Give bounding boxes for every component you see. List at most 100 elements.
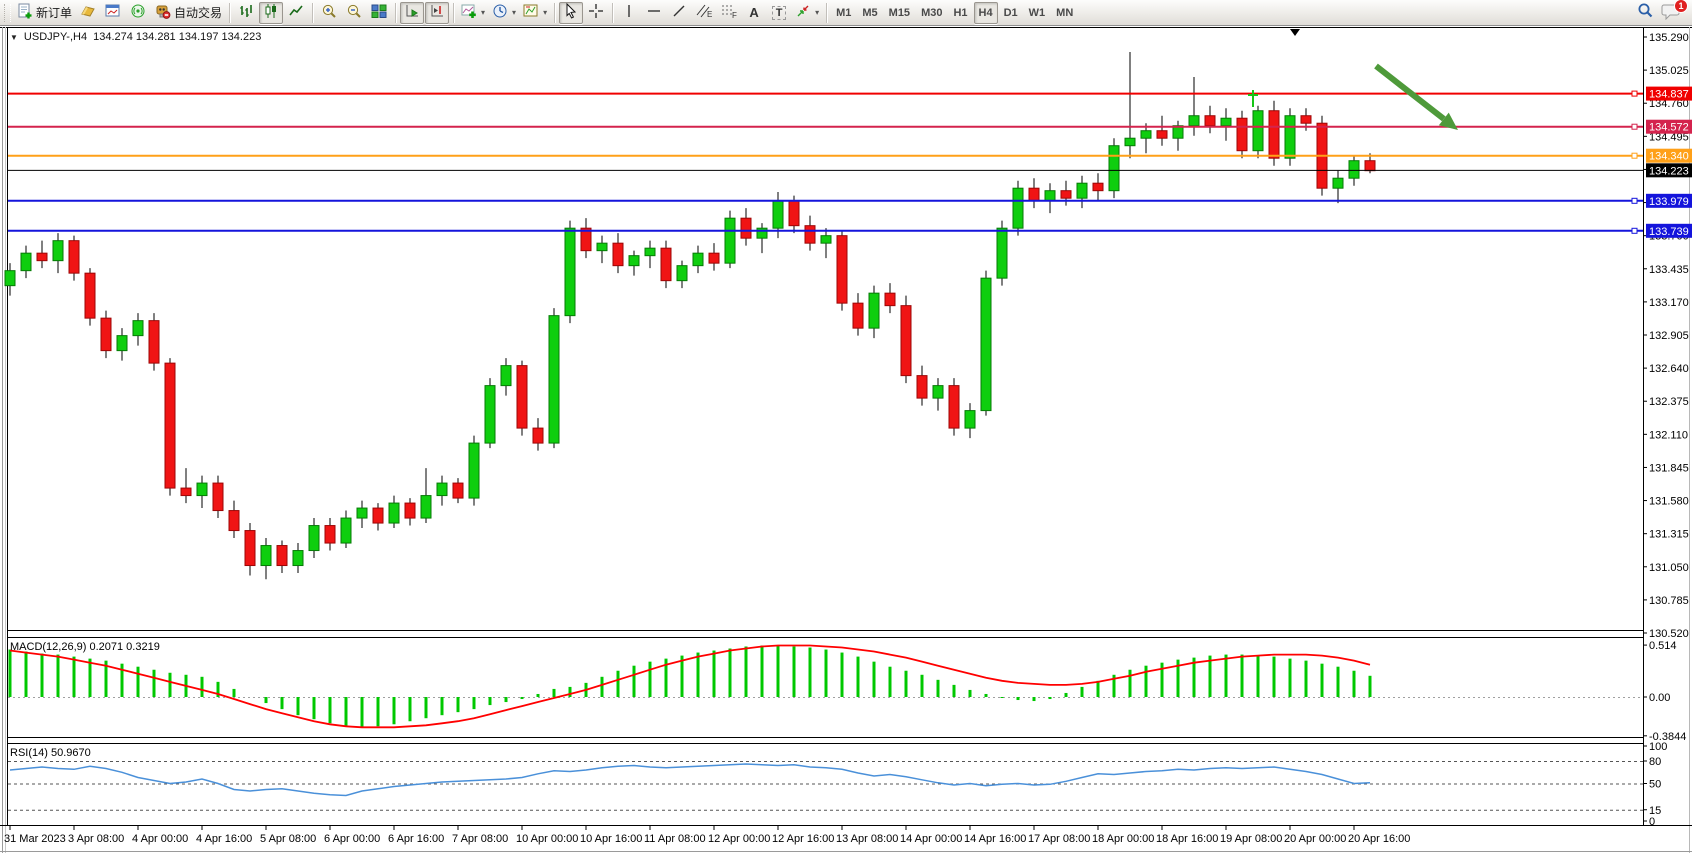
timeframe-m1-button[interactable]: M1 bbox=[831, 2, 856, 24]
dagger-marker[interactable] bbox=[1248, 90, 1258, 107]
svg-text:0: 0 bbox=[1649, 816, 1655, 828]
text-tool-button[interactable]: A bbox=[742, 2, 766, 24]
arrows-tool-button[interactable]: ▾ bbox=[792, 2, 822, 24]
svg-text:20 Apr 16:00: 20 Apr 16:00 bbox=[1348, 833, 1410, 845]
svg-text:133.170: 133.170 bbox=[1649, 297, 1689, 309]
trendline-tool-button[interactable] bbox=[667, 2, 691, 24]
price-hline-134.572[interactable] bbox=[8, 123, 1643, 130]
svg-text:12 Apr 00:00: 12 Apr 00:00 bbox=[708, 833, 770, 845]
timeframe-m15-button[interactable]: M15 bbox=[884, 2, 915, 24]
price-hline-133.979[interactable] bbox=[8, 197, 1643, 204]
indicators-button[interactable]: ▾ bbox=[458, 2, 488, 24]
svg-text:134.495: 134.495 bbox=[1649, 131, 1689, 143]
vertical-line-icon bbox=[622, 3, 636, 22]
bar-chart-button[interactable] bbox=[234, 2, 258, 24]
toolbar-separator bbox=[554, 2, 556, 23]
svg-text:4 Apr 16:00: 4 Apr 16:00 bbox=[196, 833, 252, 845]
ohlc-values-label: 134.274 134.281 134.197 134.223 bbox=[93, 31, 262, 43]
periods-clock-icon bbox=[492, 3, 508, 22]
toolbar-separator bbox=[229, 2, 231, 23]
timeframe-h1-button[interactable]: H1 bbox=[948, 2, 972, 24]
price-tag-133.979: 133.979 bbox=[1646, 193, 1692, 208]
panel-separator[interactable] bbox=[8, 631, 1643, 743]
trendline-icon bbox=[671, 3, 687, 22]
svg-text:15: 15 bbox=[1649, 805, 1661, 817]
candlestick-chart-button[interactable] bbox=[259, 1, 284, 24]
zoom-out-button[interactable] bbox=[342, 2, 366, 24]
svg-text:6 Apr 16:00: 6 Apr 16:00 bbox=[388, 833, 444, 845]
svg-text:13 Apr 08:00: 13 Apr 08:00 bbox=[836, 833, 898, 845]
cursor-button[interactable] bbox=[559, 1, 584, 24]
macd-label: MACD(12,26,9) 0.2071 0.3219 bbox=[10, 641, 160, 653]
autotrading-label: 自动交易 bbox=[174, 6, 223, 20]
autotrading-button[interactable]: 自动交易 bbox=[151, 2, 225, 24]
svg-text:134.760: 134.760 bbox=[1649, 98, 1689, 110]
dropdown-caret-icon: ▾ bbox=[543, 8, 548, 17]
toolbar-separator bbox=[453, 2, 455, 23]
chart-shift-icon bbox=[429, 3, 445, 22]
svg-text:133.979: 133.979 bbox=[1649, 196, 1689, 208]
price-tag-134.340: 134.340 bbox=[1646, 148, 1692, 163]
equidistant-channel-tool-button[interactable]: E bbox=[692, 2, 716, 24]
templates-button[interactable]: ▾ bbox=[520, 2, 550, 24]
signals-button[interactable] bbox=[126, 2, 150, 24]
price-hline-134.340[interactable] bbox=[8, 152, 1643, 159]
dropdown-caret-icon: ▾ bbox=[815, 8, 820, 17]
search-button[interactable] bbox=[1633, 2, 1657, 24]
tile-windows-button[interactable] bbox=[367, 2, 391, 24]
tile-windows-icon bbox=[371, 3, 387, 22]
notifications-button[interactable]: 1 bbox=[1658, 0, 1688, 24]
metaeditor-button[interactable] bbox=[76, 2, 100, 24]
price-hline-133.739[interactable] bbox=[8, 227, 1643, 234]
crosshair-button[interactable] bbox=[584, 2, 608, 24]
timeframe-w1-button[interactable]: W1 bbox=[1024, 2, 1051, 24]
svg-text:132.640: 132.640 bbox=[1649, 363, 1689, 375]
vertical-line-tool-button[interactable] bbox=[617, 2, 641, 24]
svg-text:MACD(12,26,9) 0.2071 0.3219: MACD(12,26,9) 0.2071 0.3219 bbox=[10, 641, 160, 653]
signals-icon bbox=[130, 3, 146, 22]
fibonacci-tool-button[interactable]: F bbox=[717, 2, 741, 24]
horizontal-line-tool-button[interactable] bbox=[642, 2, 666, 24]
periods-button[interactable]: ▾ bbox=[489, 2, 519, 24]
timeframe-m5-button[interactable]: M5 bbox=[857, 2, 882, 24]
cursor-arrow-icon bbox=[563, 2, 579, 22]
top-triangle-marker bbox=[1290, 29, 1300, 36]
svg-text:-0.3844: -0.3844 bbox=[1649, 731, 1686, 743]
timeframe-mn-button[interactable]: MN bbox=[1051, 2, 1078, 24]
svg-text:130.520: 130.520 bbox=[1649, 628, 1689, 640]
svg-text:131.845: 131.845 bbox=[1649, 462, 1689, 474]
svg-text:0.514: 0.514 bbox=[1649, 640, 1677, 652]
chart-plot[interactable] bbox=[8, 28, 1643, 630]
auto-scroll-icon bbox=[404, 3, 420, 22]
zoom-in-button[interactable] bbox=[317, 2, 341, 24]
horizontal-line-icon bbox=[646, 3, 662, 22]
svg-text:11 Apr 08:00: 11 Apr 08:00 bbox=[644, 833, 706, 845]
svg-text:18 Apr 16:00: 18 Apr 16:00 bbox=[1156, 833, 1218, 845]
toolbar-separator bbox=[826, 2, 828, 23]
new-chart-icon bbox=[105, 3, 121, 22]
chart-title: ▼ USDJPY-,H4 134.274 134.281 134.197 134… bbox=[10, 31, 261, 43]
new-chart-button[interactable] bbox=[101, 2, 125, 24]
svg-text:20 Apr 00:00: 20 Apr 00:00 bbox=[1284, 833, 1346, 845]
timeframe-m30-button[interactable]: M30 bbox=[916, 2, 947, 24]
price-tag-133.739: 133.739 bbox=[1646, 223, 1692, 238]
chart-canvas[interactable]: 135.290135.025134.760134.495134.230133.9… bbox=[0, 27, 1692, 853]
timeframe-h4-button[interactable]: H4 bbox=[973, 1, 998, 24]
price-hline-134.837[interactable] bbox=[8, 90, 1643, 97]
macd-axis: 0.514 0.00 -0.3844 bbox=[1643, 640, 1686, 743]
svg-text:134.223: 134.223 bbox=[1649, 165, 1689, 177]
line-chart-button[interactable] bbox=[284, 2, 308, 24]
trend-arrow-annotation[interactable] bbox=[1374, 63, 1458, 130]
collapse-triangle-icon[interactable]: ▼ bbox=[10, 32, 18, 42]
rsi-line bbox=[9, 763, 1371, 797]
timeframe-d1-button[interactable]: D1 bbox=[999, 2, 1023, 24]
svg-text:134.572: 134.572 bbox=[1649, 122, 1689, 134]
svg-text:7 Apr 08:00: 7 Apr 08:00 bbox=[452, 833, 508, 845]
new-order-button[interactable]: 新订单 bbox=[14, 2, 75, 24]
chart-shift-button[interactable] bbox=[425, 1, 450, 24]
notification-badge: 1 bbox=[1674, 0, 1688, 13]
symbol-period-label: USDJPY-,H4 bbox=[23, 31, 88, 43]
auto-scroll-button[interactable] bbox=[400, 1, 425, 24]
text-label-tool-button[interactable]: T bbox=[767, 2, 791, 24]
toolbar-grip[interactable] bbox=[4, 3, 11, 22]
